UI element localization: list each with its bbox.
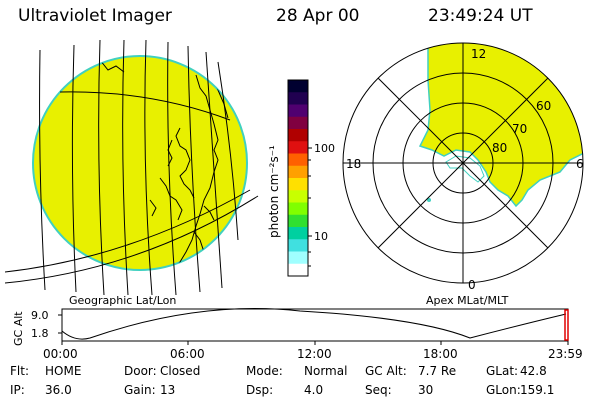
colorbar-segment bbox=[288, 214, 308, 228]
xtick-0600: 06:00 bbox=[170, 347, 205, 361]
colorbar-label: photon cm⁻²s⁻¹ bbox=[267, 145, 281, 238]
color-bar bbox=[287, 79, 309, 277]
altitude-ytick-9: 9.0 bbox=[31, 309, 49, 322]
colorbar-segment bbox=[288, 104, 308, 118]
info-value: Closed bbox=[160, 364, 201, 378]
info-value: HOME bbox=[45, 364, 82, 378]
colorbar-segment bbox=[288, 239, 308, 252]
mlt-spokes bbox=[343, 43, 583, 283]
lat-label-80: 80 bbox=[492, 141, 507, 155]
current-time-marker bbox=[564, 309, 569, 341]
mlt-label-0: 0 bbox=[468, 278, 476, 292]
xtick-0000: 00:00 bbox=[43, 347, 78, 361]
colorbar-segment bbox=[288, 165, 308, 179]
colorbar-segment bbox=[288, 251, 308, 265]
colorbar-segment bbox=[288, 263, 308, 277]
colorbar-segment bbox=[288, 153, 308, 167]
right-panel-caption: Apex MLat/MLT bbox=[426, 294, 509, 307]
info-value: 42.8 bbox=[520, 364, 547, 378]
info-value: 7.7 Re bbox=[418, 364, 457, 378]
colorbar-segment bbox=[288, 190, 308, 203]
colorbar-segment bbox=[288, 178, 308, 191]
earth-disk bbox=[32, 55, 248, 271]
xtick-2359: 23:59 bbox=[548, 347, 583, 361]
left-panel-caption: Geographic Lat/Lon bbox=[69, 294, 176, 307]
colorbar-segment bbox=[288, 92, 308, 105]
mlt-label-18: 18 bbox=[346, 157, 361, 171]
lat-label-60: 60 bbox=[536, 99, 551, 113]
info-key: Mode: bbox=[246, 364, 283, 378]
info-key: Door: bbox=[124, 364, 157, 378]
polar-map: 12 18 6 0 60 70 80 bbox=[342, 42, 584, 292]
lat-label-70: 70 bbox=[512, 122, 527, 136]
colorbar-frame bbox=[287, 79, 309, 277]
info-value: 13 bbox=[160, 383, 176, 397]
aurora-spot bbox=[427, 198, 431, 202]
altitude-ylabel: GC Alt bbox=[12, 311, 25, 346]
colorbar-segment bbox=[288, 141, 308, 154]
info-value: 30 bbox=[418, 383, 434, 397]
colorbar-segment bbox=[288, 80, 308, 93]
mlt-label-6: 6 bbox=[576, 157, 584, 171]
info-value: 36.0 bbox=[45, 383, 72, 397]
info-key: GC Alt: bbox=[365, 364, 407, 378]
altitude-plot: GC Alt 9.0 1.8 00:00 06:00 12:00 18:00 2… bbox=[12, 308, 583, 361]
altitude-curve bbox=[61, 308, 567, 340]
xtick-1800: 18:00 bbox=[423, 347, 458, 361]
time-label: 23:49:24 UT bbox=[428, 6, 533, 26]
app-title: Ultraviolet Imager bbox=[18, 6, 172, 26]
altitude-plot-frame bbox=[61, 308, 569, 342]
colorbar-ticks bbox=[308, 147, 312, 267]
info-key: Flt: bbox=[10, 364, 29, 378]
colorbar-segment bbox=[288, 227, 308, 240]
colorbar-tick-10: 10 bbox=[314, 230, 328, 243]
colorbar-segment bbox=[288, 129, 308, 142]
info-value: 4.0 bbox=[304, 383, 324, 397]
colorbar-tick-100: 100 bbox=[314, 142, 335, 155]
colorbar-segment bbox=[288, 116, 308, 130]
info-key: GLat: bbox=[486, 364, 519, 378]
meridian-lines bbox=[39, 39, 239, 296]
info-key: GLon: bbox=[486, 383, 521, 397]
geographic-map bbox=[5, 39, 259, 296]
info-key: IP: bbox=[10, 383, 25, 397]
date-label: 28 Apr 00 bbox=[276, 6, 360, 26]
info-key: Gain: bbox=[124, 383, 156, 397]
mlt-label-12: 12 bbox=[471, 47, 486, 61]
info-value: Normal bbox=[304, 364, 348, 378]
colorbar-segment bbox=[288, 202, 308, 216]
info-value: 159.1 bbox=[520, 383, 555, 397]
altitude-ytick-1-8: 1.8 bbox=[31, 327, 49, 340]
info-key: Seq: bbox=[365, 383, 392, 397]
info-key: Dsp: bbox=[246, 383, 274, 397]
xtick-1200: 12:00 bbox=[297, 347, 332, 361]
